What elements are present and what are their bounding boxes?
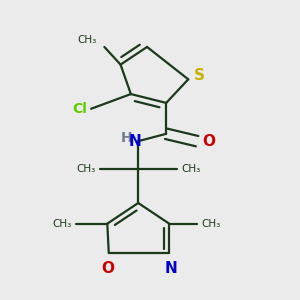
Text: H: H: [121, 131, 132, 145]
Text: CH₃: CH₃: [76, 164, 95, 174]
Text: N: N: [164, 261, 177, 276]
Text: CH₃: CH₃: [53, 219, 72, 229]
Text: O: O: [101, 261, 114, 276]
Text: S: S: [194, 68, 205, 83]
Text: CH₃: CH₃: [78, 35, 97, 46]
Text: N: N: [129, 134, 142, 149]
Text: O: O: [202, 134, 215, 149]
Text: Cl: Cl: [72, 102, 87, 116]
Text: CH₃: CH₃: [202, 219, 221, 229]
Text: CH₃: CH₃: [181, 164, 200, 174]
